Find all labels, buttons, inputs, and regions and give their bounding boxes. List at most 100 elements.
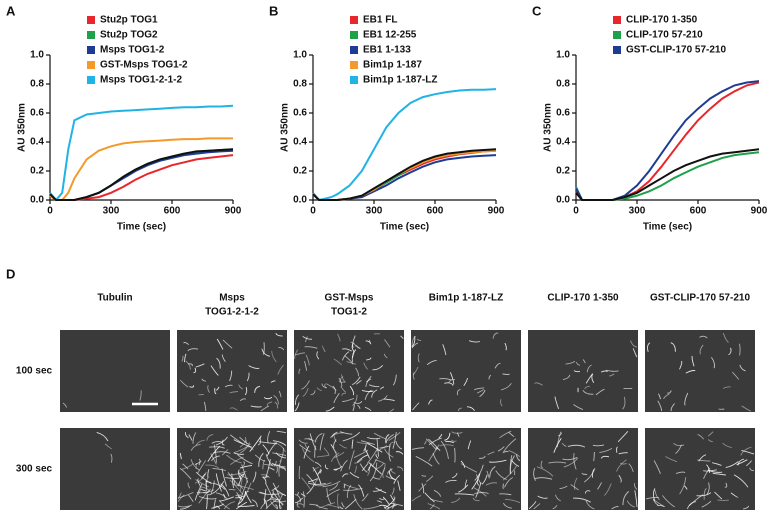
filament <box>712 472 726 476</box>
filament <box>304 361 308 371</box>
filament <box>703 469 717 472</box>
micrograph <box>177 428 287 510</box>
filament <box>382 467 386 479</box>
filament <box>679 477 687 495</box>
filament <box>333 451 345 459</box>
filament <box>616 446 618 453</box>
panel-label: A <box>6 3 16 18</box>
filament <box>428 437 442 445</box>
data-line <box>312 148 497 201</box>
x-tick-label: 900 <box>751 206 768 217</box>
filament <box>502 483 504 489</box>
filament <box>222 339 233 349</box>
filament <box>412 402 420 411</box>
filament <box>389 408 395 412</box>
filament <box>361 389 374 392</box>
filament <box>210 453 217 465</box>
filament <box>712 462 722 466</box>
filament <box>296 502 300 508</box>
filament <box>239 436 249 445</box>
filament <box>294 497 304 504</box>
filament <box>272 452 287 456</box>
filament <box>673 442 685 447</box>
filament <box>197 488 202 496</box>
x-tick-label: 0 <box>573 206 579 217</box>
filament <box>346 484 352 499</box>
legend-swatch <box>87 16 95 24</box>
column-header: Tubulin <box>97 293 132 304</box>
filament <box>481 474 488 485</box>
filament <box>373 432 387 440</box>
filament <box>528 501 537 510</box>
filament <box>435 447 441 451</box>
legend-swatch <box>87 61 95 69</box>
filament <box>306 473 316 487</box>
filament <box>302 491 305 508</box>
filament <box>746 460 752 467</box>
column-header: GST-CLIP-170 57-210 <box>650 293 750 304</box>
filament <box>411 447 425 450</box>
filament <box>237 505 255 507</box>
filament <box>226 454 242 464</box>
filament <box>341 374 346 383</box>
filament <box>415 455 433 467</box>
filament <box>234 484 254 491</box>
filament <box>239 442 251 454</box>
filament <box>274 441 286 453</box>
filament <box>215 473 222 492</box>
y-tick-label: 0.8 <box>556 79 570 90</box>
filament <box>337 493 340 510</box>
filament <box>361 463 369 472</box>
filament <box>307 478 318 483</box>
filament <box>699 335 708 339</box>
filament <box>706 482 710 495</box>
filament <box>302 336 313 340</box>
filament <box>229 370 233 382</box>
filament <box>425 475 434 482</box>
filament <box>358 484 365 497</box>
filament <box>389 441 395 448</box>
y-tick-label: 0.6 <box>30 108 44 119</box>
filament <box>557 432 562 437</box>
filament <box>279 466 287 470</box>
micrograph <box>411 330 521 412</box>
filament <box>219 496 234 502</box>
filament <box>375 487 387 494</box>
filament <box>392 374 397 386</box>
filament <box>584 385 590 390</box>
filament <box>611 506 619 510</box>
filament <box>553 438 562 453</box>
filament <box>212 467 226 471</box>
filament <box>488 374 491 380</box>
filament <box>442 344 447 356</box>
filament <box>573 453 577 470</box>
filament <box>295 394 300 406</box>
micrograph-bg <box>60 428 170 510</box>
filament <box>206 434 214 441</box>
filament <box>300 493 307 497</box>
filament <box>540 460 543 469</box>
filament <box>237 454 253 465</box>
filament <box>316 387 322 391</box>
micrograph <box>294 428 404 510</box>
x-tick-label: 0 <box>310 206 316 217</box>
legend-label: CLIP-170 1-350 <box>626 15 698 26</box>
filament <box>536 466 554 477</box>
filament <box>696 492 712 497</box>
filament <box>272 440 287 446</box>
filament <box>337 333 341 342</box>
filament <box>377 395 388 402</box>
filament <box>567 444 586 448</box>
filament <box>428 444 440 462</box>
filament <box>314 461 322 468</box>
filament <box>565 360 576 365</box>
filament <box>201 378 206 382</box>
filament <box>239 479 243 492</box>
filament <box>193 367 197 374</box>
filament <box>312 466 322 485</box>
x-tick-label: 900 <box>225 206 242 217</box>
filament <box>722 332 729 343</box>
filament <box>278 390 282 398</box>
filament <box>384 448 394 458</box>
